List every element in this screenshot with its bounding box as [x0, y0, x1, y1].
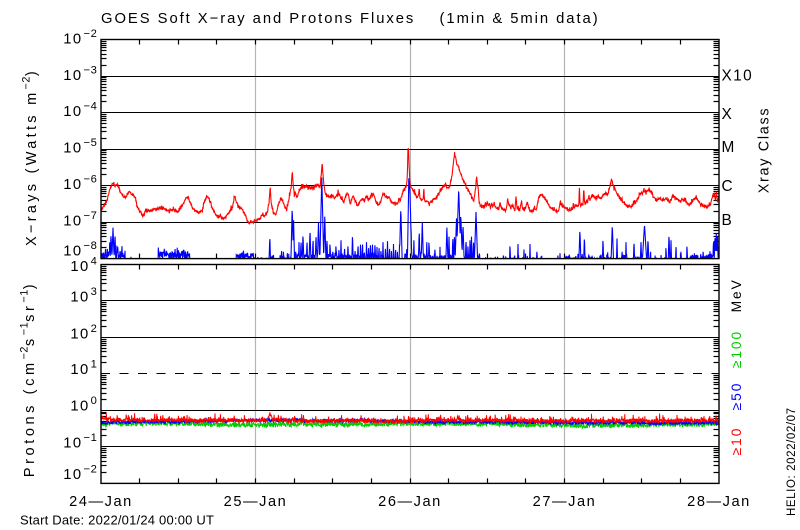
svg-text:MeV: MeV [729, 278, 744, 312]
svg-text:≥100: ≥100 [729, 330, 744, 368]
svg-text:M: M [722, 139, 736, 156]
svg-text:B: B [722, 212, 734, 229]
svg-text:26—Jan: 26—Jan [378, 494, 442, 510]
svg-text:X: X [722, 106, 734, 123]
svg-text:GOES Soft X−ray and Protons Fl: GOES Soft X−ray and Protons Fluxes (1min… [101, 11, 600, 27]
svg-text:HELIO: 2022/02/07: HELIO: 2022/02/07 [786, 407, 798, 516]
svg-text:C: C [722, 178, 735, 195]
svg-text:Start Date: 2022/01/24 00:00 U: Start Date: 2022/01/24 00:00 UT [20, 513, 214, 528]
svg-text:Xray Class: Xray Class [757, 107, 773, 194]
svg-text:27—Jan: 27—Jan [533, 494, 597, 510]
svg-text:25—Jan: 25—Jan [224, 494, 288, 510]
svg-text:Protons (cm−2s−1sr−1): Protons (cm−2s−1sr−1) [19, 281, 39, 477]
svg-text:X−rays (Watts m−2): X−rays (Watts m−2) [21, 68, 41, 246]
svg-text:X10: X10 [722, 68, 754, 85]
svg-text:≥10: ≥10 [729, 427, 744, 456]
svg-text:28—Jan: 28—Jan [687, 494, 751, 510]
svg-text:≥50: ≥50 [729, 382, 744, 411]
svg-text:24—Jan: 24—Jan [69, 494, 133, 510]
